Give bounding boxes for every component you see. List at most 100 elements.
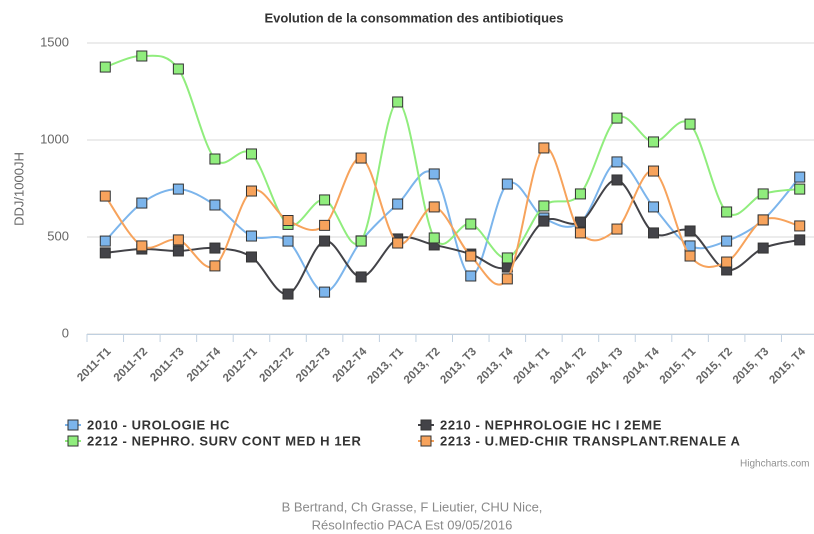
point-marker (538, 215, 550, 227)
y-axis-title: DDJ/1000JH (11, 152, 26, 226)
legend-label: 2212 - NEPHRO. SURV CONT MED H 1ER (87, 433, 361, 448)
y-tick-label: 1500 (40, 34, 69, 49)
point-marker (757, 242, 769, 254)
point-marker (794, 234, 806, 246)
point-marker (428, 201, 440, 213)
point-marker (245, 230, 257, 242)
point-marker (648, 201, 660, 213)
footer-line: B Bertrand, Ch Grasse, F Lieutier, CHU N… (282, 499, 543, 514)
point-marker (245, 148, 257, 160)
point-marker (319, 286, 331, 298)
point-marker (392, 198, 404, 210)
legend-marker (420, 435, 432, 447)
point-marker (172, 245, 184, 257)
point-marker (428, 168, 440, 180)
point-marker (465, 250, 477, 262)
x-tick-label: 2012-T4 (331, 345, 370, 384)
point-marker (465, 218, 477, 230)
point-marker (684, 118, 696, 130)
point-marker (721, 206, 733, 218)
point-marker (209, 242, 221, 254)
x-tick-label: 2015, T3 (731, 346, 772, 387)
x-tick-label: 2013, T1 (365, 345, 406, 386)
point-marker (355, 271, 367, 283)
x-tick-label: 2012-T1 (221, 345, 260, 384)
point-marker (794, 171, 806, 183)
point-marker (245, 251, 257, 263)
point-marker (501, 178, 513, 190)
legend-marker (67, 435, 79, 447)
point-marker (282, 288, 294, 300)
legend-label: 2010 - UROLOGIE HC (87, 417, 230, 432)
point-marker (721, 235, 733, 247)
point-marker (319, 219, 331, 231)
legend-marker (67, 419, 79, 431)
series-line (104, 160, 801, 294)
legend-label: 2213 - U.MED-CHIR TRANSPLANT.RENALE A (440, 433, 741, 448)
x-tick-label: 2015, T2 (694, 346, 735, 387)
x-tick-label: 2011-T4 (185, 345, 224, 384)
credits: Highcharts.com (740, 459, 809, 470)
point-marker (794, 183, 806, 195)
point-marker (99, 190, 111, 202)
x-tick-label: 2014, T1 (512, 345, 553, 386)
point-marker (282, 235, 294, 247)
x-tick-label: 2011-T3 (148, 346, 186, 384)
footer-line: RésoInfectio PACA Est 09/05/2016 (312, 517, 513, 532)
point-marker (757, 188, 769, 200)
series-line (105, 178, 800, 296)
x-tick-label: 2013, T2 (402, 346, 443, 387)
point-marker (465, 270, 477, 282)
point-marker (136, 50, 148, 62)
series-line (104, 146, 800, 286)
x-tick-label: 2014, T3 (585, 346, 626, 387)
point-marker (501, 273, 513, 285)
y-tick-label: 0 (62, 325, 69, 340)
point-marker (501, 252, 513, 264)
x-tick-label: 2011-T1 (75, 345, 114, 384)
point-marker (684, 250, 696, 262)
point-marker (209, 199, 221, 211)
x-tick-label: 2014, T4 (621, 345, 662, 386)
point-marker (172, 183, 184, 195)
x-tick-label: 2012-T2 (258, 346, 297, 385)
point-marker (392, 96, 404, 108)
point-marker (757, 214, 769, 226)
point-marker (684, 225, 696, 237)
point-marker (355, 152, 367, 164)
point-marker (172, 234, 184, 246)
chart-title: Evolution de la consommation des antibio… (264, 10, 563, 25)
x-tick-label: 2013, T3 (438, 346, 479, 387)
x-tick-label: 2013, T4 (475, 345, 516, 386)
point-marker (611, 174, 623, 186)
point-marker (99, 61, 111, 73)
point-marker (209, 153, 221, 165)
point-marker (392, 237, 404, 249)
point-marker (648, 165, 660, 177)
point-marker (538, 200, 550, 212)
y-tick-label: 1000 (40, 131, 69, 146)
point-marker (611, 112, 623, 124)
point-marker (611, 223, 623, 235)
point-marker (574, 227, 586, 239)
y-tick-label: 500 (47, 228, 69, 243)
point-marker (99, 247, 111, 259)
legend-marker (420, 419, 432, 431)
point-marker (172, 63, 184, 75)
x-tick-label: 2012-T3 (294, 346, 333, 385)
point-marker (209, 260, 221, 272)
point-marker (319, 194, 331, 206)
point-marker (574, 188, 586, 200)
point-marker (611, 156, 623, 168)
x-tick-label: 2015, T1 (658, 345, 699, 386)
point-marker (794, 220, 806, 232)
point-marker (319, 235, 331, 247)
point-marker (136, 240, 148, 252)
point-marker (99, 235, 111, 247)
point-marker (245, 185, 257, 197)
point-marker (428, 232, 440, 244)
point-marker (648, 227, 660, 239)
point-marker (538, 142, 550, 154)
x-tick-label: 2015, T4 (767, 345, 808, 386)
